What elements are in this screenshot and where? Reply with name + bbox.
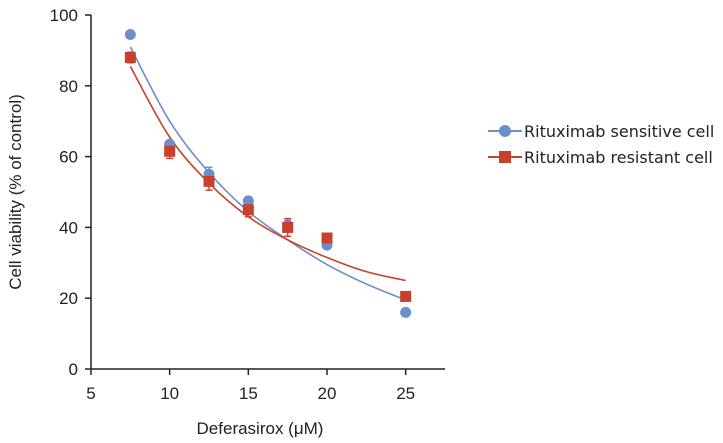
y-tick-label: 0 — [69, 360, 78, 379]
y-tick-label: 100 — [50, 6, 78, 25]
y-tick-label: 20 — [59, 289, 78, 308]
y-tick-label: 40 — [59, 218, 78, 237]
legend-square-marker-icon — [488, 151, 522, 163]
data-point-resistant — [321, 232, 333, 244]
x-tick-label: 20 — [318, 384, 337, 403]
fit-curves — [129, 46, 406, 301]
data-point-sensitive — [400, 306, 412, 318]
legend-label-sensitive: Rituximab sensitive cell — [524, 121, 715, 141]
data-point-resistant — [164, 145, 176, 157]
data-point-resistant — [203, 175, 215, 187]
legend: Rituximab sensitive cell Rituximab resis… — [488, 118, 714, 170]
legend-item-sensitive: Rituximab sensitive cell — [488, 118, 714, 144]
x-tick-label: 25 — [396, 384, 415, 403]
data-point-resistant — [124, 51, 136, 63]
data-point-sensitive — [242, 195, 254, 207]
y-tick-label: 80 — [59, 77, 78, 96]
legend-circle-marker-icon — [488, 125, 522, 137]
axes: 5 10 15 20 25 0 20 40 60 80 100 — [50, 6, 445, 403]
fit-curve-sensitive — [129, 46, 406, 301]
legend-label-resistant: Rituximab resistant cell — [524, 147, 713, 167]
x-tick-label: 5 — [86, 384, 95, 403]
y-tick-label: 60 — [59, 148, 78, 167]
data-point-resistant — [282, 221, 294, 233]
x-axis-label: Deferasirox (μM) — [197, 419, 324, 438]
legend-item-resistant: Rituximab resistant cell — [488, 144, 714, 170]
y-axis-label: Cell viability (% of control) — [6, 94, 25, 290]
x-tick-label: 10 — [160, 384, 179, 403]
data-point-resistant — [242, 204, 254, 216]
data-points — [124, 28, 412, 318]
data-point-resistant — [400, 290, 412, 302]
error-bars — [126, 51, 331, 250]
data-point-sensitive — [124, 28, 136, 40]
x-tick-label: 15 — [239, 384, 258, 403]
fit-curve-resistant — [129, 65, 406, 282]
